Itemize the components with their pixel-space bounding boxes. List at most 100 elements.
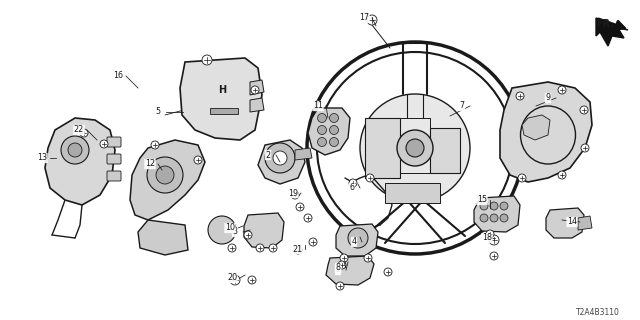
Circle shape <box>330 138 339 147</box>
Text: 2: 2 <box>266 150 271 159</box>
Circle shape <box>269 244 277 252</box>
Circle shape <box>366 174 374 182</box>
Circle shape <box>230 275 240 285</box>
Circle shape <box>244 231 252 239</box>
Circle shape <box>489 235 499 245</box>
Circle shape <box>486 230 494 238</box>
Polygon shape <box>308 108 350 155</box>
Text: 11: 11 <box>313 101 323 110</box>
Circle shape <box>80 129 88 137</box>
Polygon shape <box>180 58 262 140</box>
Circle shape <box>248 276 256 284</box>
Text: 9: 9 <box>545 93 550 102</box>
Circle shape <box>490 214 498 222</box>
Text: 6: 6 <box>349 183 355 193</box>
Polygon shape <box>596 18 628 46</box>
Circle shape <box>291 191 299 199</box>
Circle shape <box>304 214 312 222</box>
Circle shape <box>384 268 392 276</box>
Text: 16: 16 <box>113 71 123 81</box>
Circle shape <box>516 92 524 100</box>
Polygon shape <box>430 128 460 173</box>
Polygon shape <box>45 118 115 205</box>
FancyBboxPatch shape <box>107 171 121 181</box>
Text: 12: 12 <box>145 159 155 169</box>
FancyBboxPatch shape <box>107 137 121 147</box>
Circle shape <box>558 171 566 179</box>
Circle shape <box>367 15 377 25</box>
Text: 17: 17 <box>359 13 369 22</box>
Circle shape <box>581 144 589 152</box>
Circle shape <box>296 203 304 211</box>
Circle shape <box>147 157 183 193</box>
Text: 7: 7 <box>460 101 465 110</box>
Polygon shape <box>250 80 264 95</box>
Circle shape <box>558 86 566 94</box>
Circle shape <box>518 174 526 182</box>
Circle shape <box>500 214 508 222</box>
Circle shape <box>349 179 357 187</box>
Circle shape <box>317 125 326 134</box>
Circle shape <box>194 156 202 164</box>
Polygon shape <box>365 118 400 178</box>
Polygon shape <box>522 115 550 140</box>
Circle shape <box>330 125 339 134</box>
Text: FR.: FR. <box>596 19 614 29</box>
Text: 14: 14 <box>567 218 577 227</box>
Circle shape <box>330 114 339 123</box>
Text: 19: 19 <box>288 188 298 197</box>
Text: 18: 18 <box>482 234 492 243</box>
Circle shape <box>228 244 236 252</box>
Text: 21: 21 <box>292 244 302 253</box>
Circle shape <box>256 244 264 252</box>
Circle shape <box>480 202 488 210</box>
Text: 8: 8 <box>335 263 340 273</box>
Circle shape <box>251 86 259 94</box>
Circle shape <box>490 252 498 260</box>
Text: 1: 1 <box>335 266 340 275</box>
Ellipse shape <box>360 94 470 202</box>
Circle shape <box>338 261 346 269</box>
Circle shape <box>397 130 433 166</box>
Circle shape <box>309 238 317 246</box>
Polygon shape <box>295 148 312 160</box>
Circle shape <box>294 246 302 254</box>
Text: 22: 22 <box>74 125 84 134</box>
Circle shape <box>202 55 212 65</box>
Polygon shape <box>250 98 264 112</box>
Polygon shape <box>130 140 205 220</box>
Polygon shape <box>474 196 520 232</box>
Polygon shape <box>336 224 378 256</box>
Circle shape <box>265 143 295 173</box>
Text: 15: 15 <box>477 196 487 204</box>
Text: H: H <box>218 85 226 95</box>
Circle shape <box>317 138 326 147</box>
Polygon shape <box>546 208 584 238</box>
Circle shape <box>100 140 108 148</box>
Circle shape <box>364 254 372 262</box>
Text: 13: 13 <box>37 154 47 163</box>
Circle shape <box>61 136 89 164</box>
Circle shape <box>151 141 159 149</box>
Text: 20: 20 <box>227 274 237 283</box>
Circle shape <box>68 143 82 157</box>
Text: 3: 3 <box>232 228 237 236</box>
Polygon shape <box>326 256 374 285</box>
Circle shape <box>340 254 348 262</box>
Polygon shape <box>138 220 188 255</box>
Text: 4: 4 <box>351 237 356 246</box>
Circle shape <box>208 216 236 244</box>
Circle shape <box>490 202 498 210</box>
Polygon shape <box>244 213 284 248</box>
Polygon shape <box>500 82 592 182</box>
Polygon shape <box>578 216 592 230</box>
Circle shape <box>406 139 424 157</box>
Circle shape <box>580 106 588 114</box>
Circle shape <box>348 228 368 248</box>
Text: 10: 10 <box>225 223 235 233</box>
Circle shape <box>500 202 508 210</box>
Circle shape <box>336 282 344 290</box>
FancyBboxPatch shape <box>107 154 121 164</box>
Polygon shape <box>385 183 440 203</box>
Text: T2A4B3110: T2A4B3110 <box>576 308 620 317</box>
